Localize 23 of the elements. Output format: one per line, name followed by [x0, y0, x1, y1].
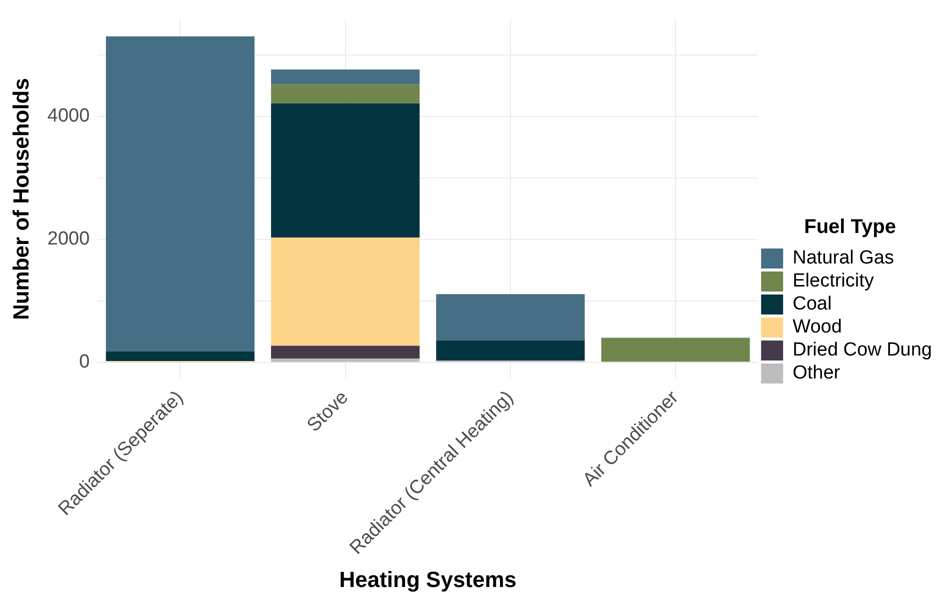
legend-label: Electricity: [792, 270, 874, 292]
legend-label: Dried Cow Dung: [792, 340, 932, 361]
y-tick-label: 0: [79, 352, 90, 373]
bar: [271, 358, 420, 362]
legend-label: Natural Gas: [792, 248, 894, 269]
legend-label: Wood: [792, 316, 842, 338]
bar: [106, 351, 255, 362]
legend-title: Fuel Type: [804, 216, 896, 238]
y-tick-label: 4000: [47, 106, 90, 127]
bar: [436, 340, 585, 361]
bar: [106, 36, 255, 352]
bar: [271, 346, 420, 359]
bar: [271, 103, 420, 238]
legend-label: Coal: [792, 294, 832, 315]
legend-label: Other: [792, 362, 841, 384]
y-axis-title: Number of Households: [8, 78, 34, 320]
y-tick-label: 2000: [47, 228, 90, 250]
bar: [601, 338, 750, 362]
bar: [271, 70, 420, 84]
bar: [271, 84, 420, 104]
bar: [436, 294, 585, 340]
x-axis-title: Heating Systems: [339, 566, 517, 592]
bar: [271, 237, 420, 346]
